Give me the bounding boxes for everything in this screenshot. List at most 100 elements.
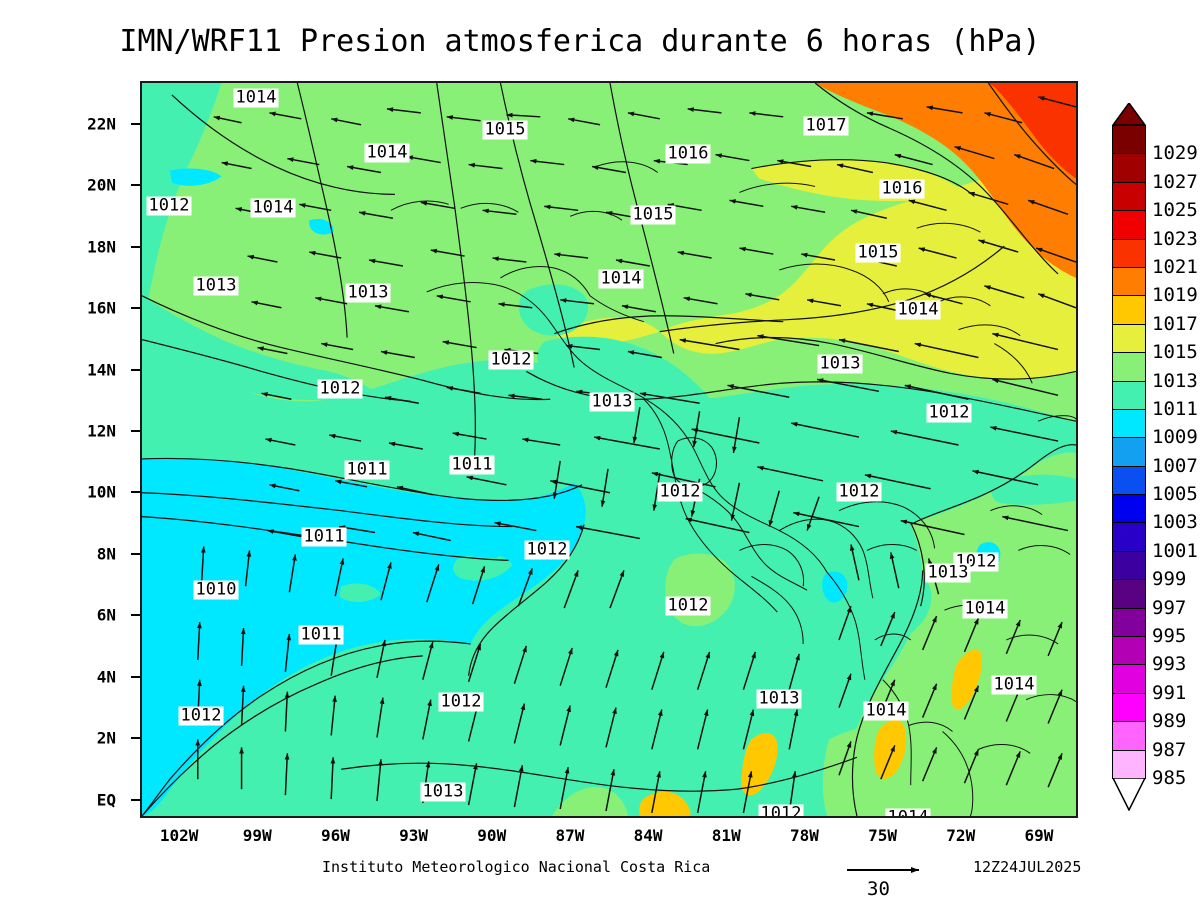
- colorbar-band: [1112, 352, 1146, 383]
- contour-label: 1014: [598, 268, 644, 289]
- forecast-timestamp: 12Z24JUL2025: [973, 858, 1082, 876]
- contour-label: 1015: [855, 242, 901, 263]
- y-axis-tick-label: 18N: [87, 237, 116, 257]
- y-axis-tick-label: 12N: [87, 421, 116, 441]
- colorbar-band: [1112, 295, 1146, 326]
- colorbar-tick-label: 1013: [1152, 369, 1198, 392]
- y-axis-tick-label: 10N: [87, 482, 116, 502]
- colorbar-band: [1112, 238, 1146, 269]
- contour-label: 1011: [301, 526, 347, 547]
- arrow-right-icon: [847, 867, 919, 873]
- colorbar-tick-label: 987: [1152, 738, 1187, 761]
- y-axis-tick-label: 16N: [87, 298, 116, 318]
- contour-label: 1014: [885, 808, 931, 816]
- colorbar-band: [1112, 153, 1146, 184]
- contour-label: 1012: [657, 481, 703, 502]
- page-title: IMN/WRF11 Presion atmosferica durante 6 …: [119, 24, 1041, 59]
- contour-label: 1013: [589, 391, 635, 412]
- y-axis-tick-mark: [131, 122, 140, 125]
- contour-label: 1013: [756, 688, 802, 709]
- y-axis-tick-mark: [131, 737, 140, 740]
- colorbar-tick-label: 1009: [1152, 426, 1198, 449]
- colorbar-tick-label: 1017: [1152, 312, 1198, 335]
- y-axis-tick-mark: [131, 491, 140, 494]
- colorbar-band: [1112, 380, 1146, 411]
- colorbar-tick-label: 997: [1152, 596, 1187, 619]
- colorbar-tick-label: 1021: [1152, 255, 1198, 278]
- contour-label: 1011: [298, 624, 344, 645]
- y-axis-tick-mark: [131, 552, 140, 555]
- x-axis-tick-label: 78W: [789, 826, 819, 845]
- y-axis-tick-label: 8N: [96, 544, 116, 564]
- y-axis-tick-label: 14N: [87, 360, 116, 380]
- wind-scale-key: 30: [845, 862, 941, 900]
- y-axis-tick-mark: [131, 368, 140, 371]
- contour-label: 1010: [193, 579, 239, 600]
- y-axis-tick-mark: [131, 245, 140, 248]
- contour-label: 1012: [317, 378, 363, 399]
- colorbar-tick-label: 1001: [1152, 539, 1198, 562]
- colorbar-tick-label: 985: [1152, 767, 1187, 789]
- colorbar-band: [1112, 664, 1146, 695]
- contour-label: 1012: [665, 595, 711, 616]
- contour-label: 1013: [193, 275, 239, 296]
- filled-contour-layer: [142, 83, 1076, 816]
- contour-label: 1011: [449, 454, 495, 475]
- contour-label: 1015: [630, 204, 676, 225]
- y-axis-tick-label: 20N: [87, 175, 116, 195]
- contour-label: 1016: [665, 143, 711, 164]
- colorbar-band: [1112, 494, 1146, 524]
- x-axis-tick-label: 102W: [159, 826, 199, 845]
- y-axis-tick-label: EQ: [96, 790, 116, 810]
- y-axis-tick-mark: [131, 307, 140, 310]
- contour-label: 1013: [817, 353, 863, 374]
- x-axis-tick-label: 90W: [477, 826, 507, 845]
- contour-label: 1014: [250, 197, 296, 218]
- contour-label: 1014: [962, 598, 1008, 619]
- colorbar-band: [1112, 550, 1146, 581]
- contour-label: 1014: [895, 299, 941, 320]
- colorbar-tick-label: 1011: [1152, 397, 1198, 420]
- y-axis-tick-mark: [131, 798, 140, 801]
- colorbar-band: [1112, 692, 1146, 723]
- colorbar-tick-label: 1003: [1152, 511, 1198, 534]
- institute-credit: Instituto Meteorologico Nacional Costa R…: [322, 858, 711, 876]
- pressure-field-svg: [142, 83, 1076, 816]
- contour-label: 1012: [926, 402, 972, 423]
- pressure-colorbar[interactable]: 1029 1027 1025 1023 1021 1019 1017 1015 1013 1011…: [1112, 103, 1198, 811]
- colorbar-extend-min-arrow: [1112, 778, 1146, 811]
- contour-label: 1013: [345, 282, 391, 303]
- colorbar-tick-label: 989: [1152, 710, 1187, 733]
- x-axis-tick-label: 69W: [1024, 826, 1054, 845]
- colorbar-band: [1112, 323, 1146, 354]
- y-axis-tick-mark: [131, 614, 140, 617]
- contour-label: 1012: [524, 539, 570, 560]
- contour-label: 1012: [146, 195, 192, 216]
- contour-label: 1012: [758, 804, 804, 816]
- x-axis-tick-label: 81W: [711, 826, 741, 845]
- colorbar-tick-label: 993: [1152, 653, 1187, 676]
- colorbar-band: [1112, 721, 1146, 752]
- contour-label: 1014: [863, 700, 909, 721]
- coastline-layer: [390, 161, 1076, 816]
- colorbar-band: [1112, 210, 1146, 241]
- x-axis-tick-label: 96W: [320, 826, 350, 845]
- colorbar-band: [1112, 408, 1146, 439]
- contour-label: 1013: [925, 562, 971, 583]
- y-axis-tick-label: 22N: [87, 114, 116, 134]
- x-axis-tick-label: 72W: [946, 826, 976, 845]
- contour-label: 1014: [991, 674, 1037, 695]
- colorbar-tick-label: 999: [1152, 568, 1187, 591]
- colorbar-band: [1112, 181, 1146, 212]
- contour-label: 1016: [879, 178, 925, 199]
- y-axis-tick-label: 4N: [96, 667, 116, 687]
- x-axis-tick-label: 93W: [399, 826, 429, 845]
- wind-scale-label: 30: [867, 878, 890, 900]
- colorbar-band: [1112, 266, 1146, 297]
- pressure-map-plot[interactable]: 1014 1015 1017 1016 1014 1012 1014 1016 1015 1015…: [140, 81, 1078, 818]
- colorbar-band: [1112, 579, 1146, 610]
- colorbar-band: [1112, 636, 1146, 666]
- colorbar-tick-label: 1007: [1152, 454, 1198, 477]
- colorbar-band: [1112, 749, 1146, 780]
